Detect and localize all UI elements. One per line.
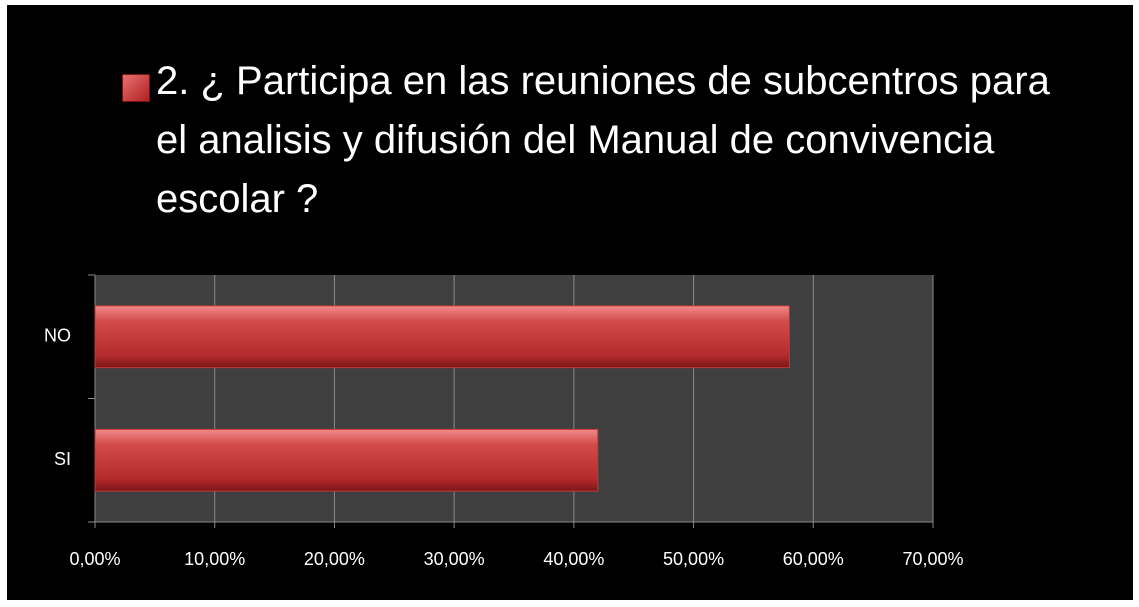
y-tick-label: SI [54,449,71,469]
x-tick-label: 0,00% [69,549,120,569]
x-tick-label: 60,00% [783,549,844,569]
bullet [122,74,150,102]
chart-title: 2. ¿ Participa en las reuniones de subce… [156,59,1050,221]
bar [94,428,599,492]
x-tick-label: 30,00% [424,549,485,569]
x-tick-label: 10,00% [184,549,245,569]
x-tick-label: 70,00% [902,549,963,569]
x-tick-label: 20,00% [304,549,365,569]
bar [94,305,790,369]
x-tick-label: 50,00% [663,549,724,569]
x-tick-label: 40,00% [543,549,604,569]
y-tick-label: NO [44,326,71,346]
